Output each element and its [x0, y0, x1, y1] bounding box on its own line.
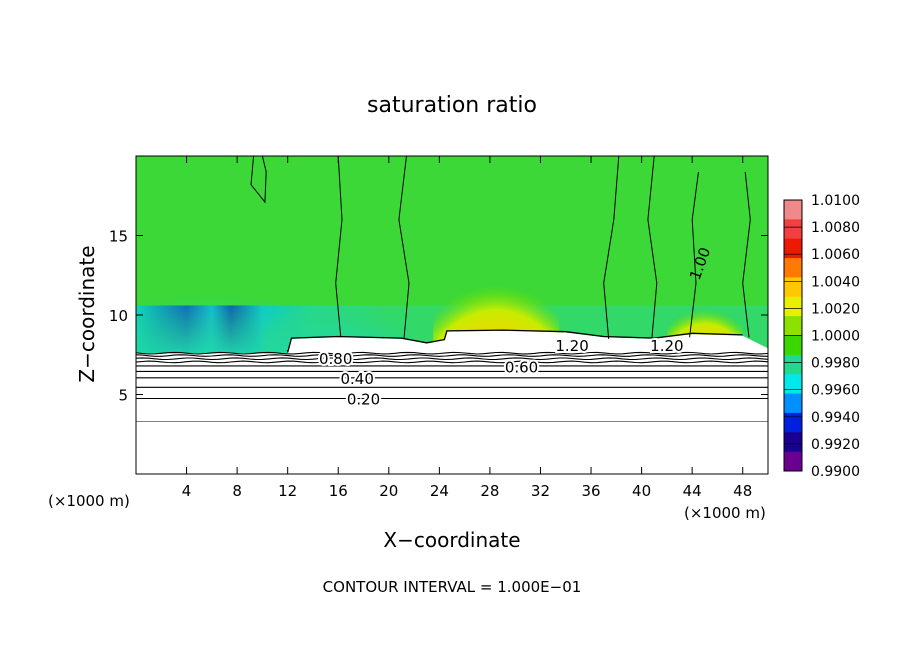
x-axis-label: X−coordinate — [383, 528, 520, 552]
colorbar-label: 1.0100 — [811, 193, 860, 209]
x-tick-label: 40 — [632, 482, 651, 500]
colorbar-label: 1.0040 — [811, 274, 860, 290]
contour-label: 0.80 — [319, 350, 352, 368]
chart-title: saturation ratio — [367, 93, 537, 118]
colorbar-label: 0.9980 — [811, 356, 860, 372]
x-axis-ticks: 4 8 12 16 20 24 28 32 36 40 44 48 — [182, 156, 752, 500]
contour-label: 1.20 — [650, 337, 683, 355]
colorbar-swatch — [784, 238, 802, 259]
contour-line — [136, 360, 768, 364]
contour-label: 1.20 — [555, 337, 588, 355]
colorbar-swatch — [784, 432, 802, 453]
contour-line — [335, 156, 343, 338]
x-tick-label: 8 — [232, 482, 242, 500]
x-tick-label: 36 — [581, 482, 600, 500]
colorbar-label: 1.0000 — [811, 329, 860, 345]
contour-line — [398, 156, 410, 339]
x-tick-label: 4 — [182, 482, 192, 500]
y-tick-label: 10 — [109, 307, 128, 325]
x-tick-label: 12 — [278, 482, 297, 500]
contour-lines — [136, 351, 768, 422]
contour-line — [603, 156, 620, 339]
colorbar: 1.0100 1.0080 1.0060 1.0040 1.0020 1.0000 0.99… — [783, 193, 860, 480]
contour-line — [136, 357, 768, 361]
colorbar-label: 0.9940 — [811, 410, 860, 426]
colorbar-swatch — [784, 374, 802, 395]
colorbar-label: 0.9960 — [811, 383, 860, 399]
colorbar-label: 0.9900 — [811, 464, 860, 480]
unsaturated-layer — [136, 330, 768, 474]
y-tick-label: 15 — [109, 228, 128, 246]
x-unit-right: (×1000 m) — [684, 504, 766, 522]
colorbar-swatch — [784, 451, 802, 472]
x-tick-label: 20 — [379, 482, 398, 500]
colorbar-label: 1.0020 — [811, 301, 860, 317]
colorbar-swatch — [784, 200, 802, 220]
colorbar-swatch — [784, 296, 802, 317]
y-axis-ticks: 5 10 15 — [109, 228, 768, 405]
contour-line — [250, 156, 267, 204]
x-tick-label: 32 — [531, 482, 550, 500]
contour-labels: 0.200.400.600.801.20 1.201.00 — [317, 245, 714, 411]
colorbar-label: 1.0080 — [811, 220, 860, 236]
contour-line — [647, 156, 658, 341]
x-unit-left: (×1000 m) — [48, 492, 130, 510]
colorbar-swatch — [784, 393, 802, 414]
x-tick-label: 44 — [683, 482, 702, 500]
contour-label: 0.20 — [347, 390, 380, 408]
colorbar-swatch — [784, 335, 802, 356]
colorbar-swatch — [784, 219, 802, 240]
x-tick-label: 28 — [480, 482, 499, 500]
contour-interval-note: CONTOUR INTERVAL = 1.000E−01 — [323, 578, 582, 596]
cloud-top-outline — [287, 329, 743, 353]
contour-line — [136, 351, 768, 355]
cloud-contour-lines — [250, 156, 751, 353]
x-tick-label: 24 — [430, 482, 449, 500]
contour-line — [689, 171, 699, 338]
y-tick-label: 5 — [118, 387, 128, 405]
plot-area — [136, 156, 768, 474]
x-tick-label: 16 — [329, 482, 348, 500]
colorbar-label: 0.9920 — [811, 437, 860, 453]
colorbar-swatch — [784, 277, 802, 298]
colorbar-swatch — [784, 354, 802, 375]
contour-label: 0.60 — [505, 359, 538, 377]
y-axis-label: Z−coordinate — [75, 245, 99, 382]
colorbar-swatch — [784, 412, 802, 433]
contour-label: 0.40 — [340, 370, 373, 388]
colorbar-swatch — [784, 258, 802, 278]
colorbar-swatch — [784, 316, 802, 336]
x-tick-label: 48 — [733, 482, 752, 500]
colorbar-label: 1.0060 — [811, 247, 860, 263]
contour-line — [742, 171, 751, 338]
contour-line — [136, 354, 768, 357]
